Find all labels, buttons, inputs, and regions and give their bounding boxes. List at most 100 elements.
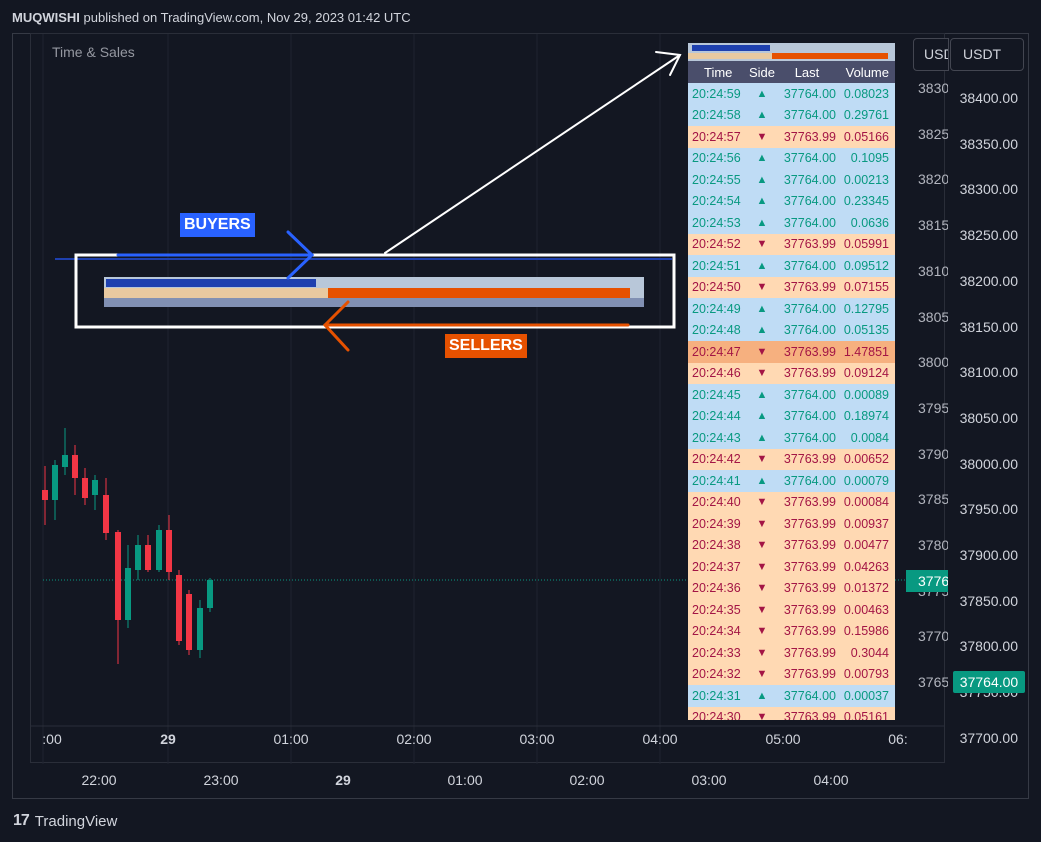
price-tick-label-secondary: 3780 bbox=[918, 537, 948, 553]
price-tick-label: 37800.00 bbox=[959, 638, 1018, 655]
price-axis[interactable]: 38400.00 38350.00 38300.00 38250.00 38200.00… bbox=[948, 34, 1028, 764]
table-row: 20:24:44 ▲ 37764.00 0.18974 bbox=[688, 405, 895, 427]
table-row: 20:24:42 ▼ 37763.99 0.00652 bbox=[688, 448, 895, 470]
ts-header-volume: Volume bbox=[845, 64, 889, 80]
ts-cell-last: 37763.99 bbox=[783, 344, 836, 359]
triangle-up-icon: ▲ bbox=[756, 324, 768, 337]
candle bbox=[207, 580, 213, 608]
ts-cell-volume: 0.00089 bbox=[843, 387, 889, 402]
table-row: 20:24:46 ▼ 37763.99 0.09124 bbox=[688, 362, 895, 384]
table-row: 20:24:32 ▼ 37763.99 0.00793 bbox=[688, 663, 895, 685]
table-row: 20:24:39 ▼ 37763.99 0.00937 bbox=[688, 513, 895, 535]
triangle-up-icon: ▲ bbox=[756, 474, 768, 487]
ts-cell-time: 20:24:33 bbox=[692, 645, 741, 660]
table-row: 20:24:34 ▼ 37763.99 0.15986 bbox=[688, 620, 895, 642]
time-tick-label: 29 bbox=[160, 731, 176, 747]
buy-pressure-bar bbox=[106, 279, 316, 287]
sellers-label: SELLERS bbox=[445, 334, 527, 358]
ts-cell-last: 37764.00 bbox=[783, 215, 836, 230]
table-row: 20:24:51 ▲ 37764.00 0.09512 bbox=[688, 255, 895, 277]
currency-button[interactable]: USDT bbox=[950, 38, 1024, 71]
pointer-arrow bbox=[384, 51, 682, 254]
ts-cell-volume: 0.12795 bbox=[843, 301, 889, 316]
last-price-badge: 37764.00 bbox=[953, 671, 1025, 693]
table-row: 20:24:55 ▲ 37764.00 0.00213 bbox=[688, 169, 895, 191]
price-tick-label: 37950.00 bbox=[959, 501, 1018, 518]
chart-pane[interactable] bbox=[30, 33, 945, 763]
price-tick-label-secondary: 3815 bbox=[918, 217, 948, 234]
ts-cell-time: 20:24:36 bbox=[692, 581, 741, 596]
currency-button-secondary[interactable]: USDT bbox=[913, 38, 949, 71]
time-tick-label: 05:00 bbox=[765, 731, 801, 747]
ts-cell-time: 20:24:47 bbox=[692, 344, 741, 359]
neutral-pressure-bar bbox=[104, 288, 328, 298]
ts-cell-volume: 0.09124 bbox=[843, 366, 889, 381]
price-tick-label-secondary: 3765 bbox=[918, 674, 948, 691]
table-row: 20:24:57 ▼ 37763.99 0.05166 bbox=[688, 126, 895, 148]
triangle-down-icon: ▼ bbox=[756, 539, 768, 552]
ts-cell-volume: 0.00213 bbox=[843, 172, 889, 187]
time-tick-label: 06: bbox=[888, 731, 908, 747]
candle bbox=[125, 568, 131, 620]
ts-cell-time: 20:24:55 bbox=[692, 172, 741, 187]
candle bbox=[82, 478, 88, 498]
ts-cell-last: 37764.00 bbox=[783, 387, 836, 402]
triangle-down-icon: ▼ bbox=[756, 711, 768, 720]
table-row: 20:24:35 ▼ 37763.99 0.00463 bbox=[688, 599, 895, 621]
triangle-down-icon: ▼ bbox=[756, 367, 768, 380]
ts-cell-time: 20:24:46 bbox=[692, 366, 741, 381]
time-tick-label: 01:00 bbox=[273, 731, 309, 747]
ts-cell-last: 37763.99 bbox=[783, 645, 836, 660]
publish-info: published on TradingView.com, Nov 29, 20… bbox=[79, 10, 411, 25]
ts-cell-volume: 0.00463 bbox=[843, 602, 889, 617]
table-row: 20:24:58 ▲ 37764.00 0.29761 bbox=[688, 104, 895, 126]
ts-cell-last: 37763.99 bbox=[783, 280, 836, 295]
triangle-down-icon: ▼ bbox=[756, 517, 768, 530]
ts-cell-last: 37764.00 bbox=[783, 172, 836, 187]
ts-cell-volume: 0.0636 bbox=[850, 215, 889, 230]
buyers-arrow bbox=[116, 230, 315, 280]
table-row: 20:24:53 ▲ 37764.00 0.0636 bbox=[688, 212, 895, 234]
ts-cell-volume: 0.00937 bbox=[843, 516, 889, 531]
price-tick-label: 38200.00 bbox=[959, 272, 1018, 289]
ts-cell-volume: 0.09512 bbox=[843, 258, 889, 273]
table-row: 20:24:49 ▲ 37764.00 0.12795 bbox=[688, 298, 895, 320]
ts-cell-volume: 0.05135 bbox=[843, 323, 889, 338]
ts-cell-last: 37764.00 bbox=[783, 108, 836, 123]
table-row: 20:24:56 ▲ 37764.00 0.1095 bbox=[688, 147, 895, 169]
publish-header: MUQWISHI published on TradingView.com, N… bbox=[12, 10, 411, 25]
ts-cell-time: 20:24:31 bbox=[692, 688, 741, 703]
price-tick-label-secondary: 3820 bbox=[918, 171, 948, 188]
ts-cell-time: 20:24:37 bbox=[692, 559, 741, 574]
triangle-up-icon: ▲ bbox=[756, 259, 768, 272]
ts-cell-volume: 0.05991 bbox=[843, 237, 889, 252]
indicator-title[interactable]: Time & Sales bbox=[52, 44, 135, 60]
ts-cell-volume: 0.00084 bbox=[843, 495, 889, 510]
ts-cell-last: 37764.00 bbox=[783, 151, 836, 166]
ts-cell-time: 20:24:40 bbox=[692, 495, 741, 510]
grid bbox=[42, 34, 661, 764]
ts-cell-last: 37763.99 bbox=[783, 559, 836, 574]
ts-cell-last: 37763.99 bbox=[783, 667, 836, 682]
time-tick-label: 04:00 bbox=[813, 772, 849, 788]
time-tick-label: :00 bbox=[42, 731, 62, 747]
ts-cell-volume: 0.00793 bbox=[843, 667, 889, 682]
price-tick-label-secondary: 3795 bbox=[918, 399, 948, 416]
footer-branding: 17 TradingView bbox=[13, 812, 117, 830]
table-row: 20:24:37 ▼ 37763.99 0.04263 bbox=[688, 556, 895, 578]
table-row: 20:24:48 ▲ 37764.00 0.05135 bbox=[688, 319, 895, 341]
zoom-highlight-box bbox=[74, 253, 676, 329]
triangle-down-icon: ▼ bbox=[756, 345, 768, 358]
ts-cell-time: 20:24:59 bbox=[692, 86, 741, 101]
candle bbox=[197, 608, 203, 650]
price-tick-label: 37850.00 bbox=[959, 592, 1018, 609]
triangle-up-icon: ▲ bbox=[756, 109, 768, 122]
triangle-up-icon: ▲ bbox=[756, 410, 768, 423]
ts-cell-last: 37763.99 bbox=[783, 129, 836, 144]
ts-cell-last: 37764.00 bbox=[783, 430, 836, 445]
ts-cell-last: 37764.00 bbox=[783, 301, 836, 316]
ts-cell-volume: 0.01372 bbox=[843, 581, 889, 596]
price-tick-label: 38400.00 bbox=[959, 90, 1018, 106]
ts-cell-time: 20:24:35 bbox=[692, 602, 741, 617]
